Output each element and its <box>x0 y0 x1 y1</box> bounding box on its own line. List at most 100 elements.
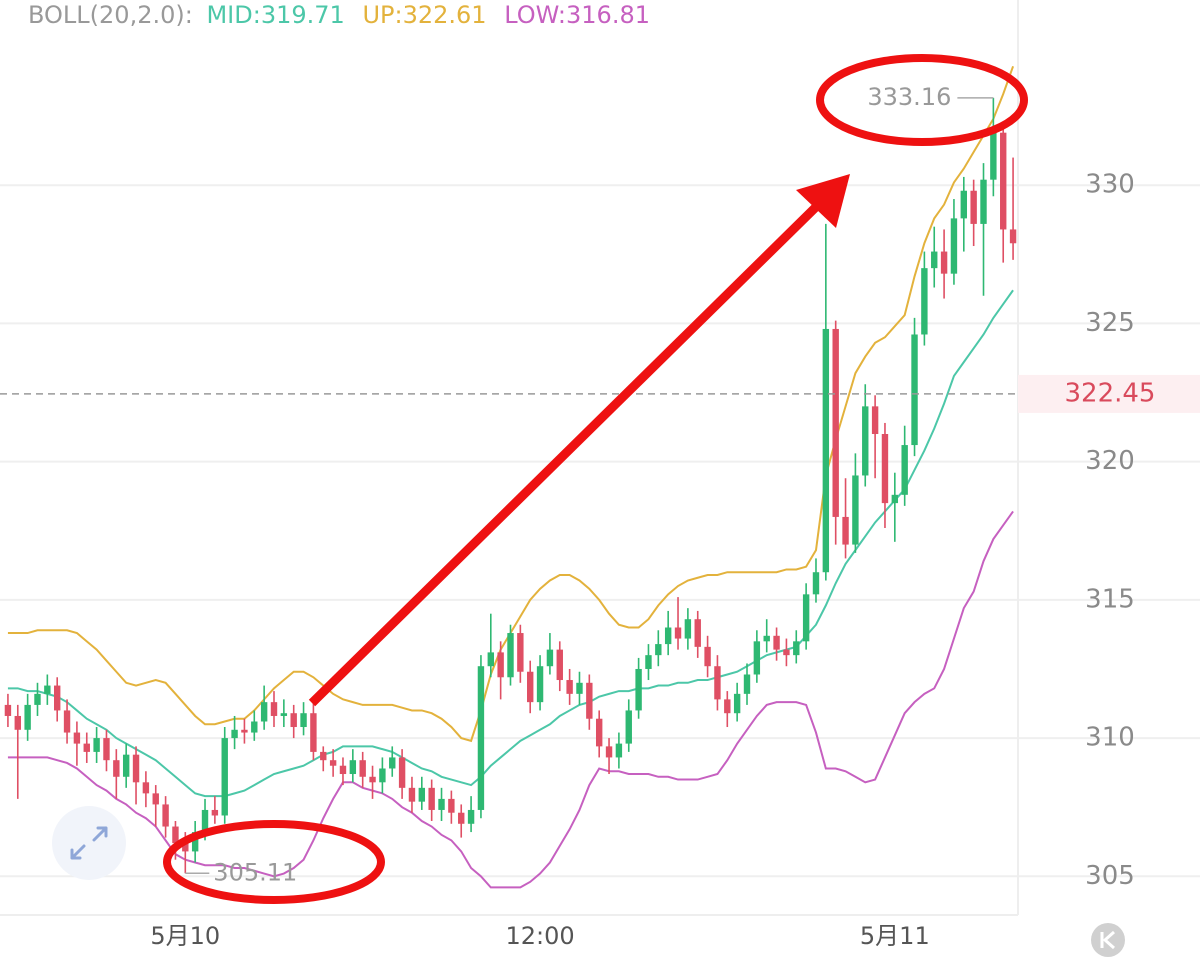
legend: BOLL(20,2.0): MID:319.71 UP:322.61 LOW:3… <box>28 1 650 29</box>
legend-entry: UP:322.61 <box>362 1 486 29</box>
candle-body <box>487 652 494 667</box>
candle-body <box>625 710 632 744</box>
candle-body <box>783 649 790 656</box>
candle-body <box>44 685 51 694</box>
legend-entry: LOW:316.81 <box>504 1 650 29</box>
candle-body <box>911 334 918 446</box>
highlight-ellipse <box>816 54 1028 146</box>
x-tick-label: 12:00 <box>505 922 574 950</box>
candle-body <box>497 652 504 678</box>
candle-body <box>448 798 455 813</box>
trend-arrow <box>308 199 824 707</box>
candle-body <box>280 713 288 716</box>
candle-body <box>655 644 662 656</box>
candle-body <box>733 693 741 714</box>
candle-body <box>438 798 445 810</box>
candle-body <box>901 445 908 495</box>
y-tick-label: 315 <box>1085 584 1135 614</box>
candle-body <box>24 704 31 730</box>
candle-body <box>1009 229 1017 244</box>
candle-body <box>73 732 81 744</box>
candle-body <box>4 704 12 716</box>
expand-button[interactable] <box>52 806 126 880</box>
candle-body <box>536 666 544 703</box>
arrow-head <box>796 174 850 228</box>
candle-body <box>812 572 820 595</box>
candle-body <box>507 633 514 678</box>
candle-body <box>753 641 761 675</box>
candle-body <box>310 713 317 752</box>
candle-body <box>793 641 800 656</box>
max-label: 333.16 <box>867 83 951 111</box>
candle-body <box>270 702 278 716</box>
y-tick-label: 325 <box>1085 308 1135 338</box>
candle-body <box>832 328 839 517</box>
candle-body <box>172 826 179 844</box>
candle-body <box>871 406 879 435</box>
candle-body <box>950 218 958 274</box>
candle-body <box>369 776 376 783</box>
candle-body <box>990 132 997 180</box>
kline-button[interactable] <box>1091 923 1125 957</box>
candle-body <box>477 666 485 810</box>
candle-body <box>645 655 652 669</box>
candle-body <box>329 760 337 766</box>
candle-body <box>576 682 583 694</box>
candle-body <box>940 251 948 274</box>
candle-body <box>891 494 899 504</box>
candle-body <box>93 738 100 752</box>
candle-body <box>566 680 573 694</box>
candle-body <box>822 328 830 573</box>
candle-body <box>980 179 987 224</box>
highlight-ellipse <box>163 820 385 904</box>
candle-body <box>389 757 396 769</box>
candle-body <box>458 812 465 824</box>
candle-body <box>162 804 169 827</box>
candle-body <box>398 757 406 788</box>
candle-body <box>527 671 534 703</box>
band-line <box>7 289 1014 798</box>
candle-body <box>881 434 889 504</box>
candle-body <box>743 674 751 694</box>
candle-body <box>408 787 416 802</box>
candle-body <box>556 649 563 681</box>
candle-body <box>201 809 209 833</box>
candle-body <box>142 782 150 794</box>
candle-body <box>260 702 268 722</box>
candle-body <box>290 713 297 728</box>
candle-body <box>113 760 120 777</box>
candle-body <box>517 633 524 672</box>
y-tick-label: 310 <box>1085 723 1135 753</box>
candle-body <box>852 475 859 545</box>
candle-body <box>349 760 357 775</box>
candle-body <box>14 715 21 730</box>
candle-body <box>684 619 692 639</box>
kline-icon <box>1100 930 1115 950</box>
candle-body <box>595 718 603 747</box>
candle-body <box>53 685 61 711</box>
candle-body <box>842 516 849 545</box>
candle-body <box>931 251 938 269</box>
candle-body <box>320 751 327 761</box>
x-tick-label: 5月11 <box>860 922 930 950</box>
candle-body <box>605 746 613 758</box>
candle-body <box>241 729 248 733</box>
candle-body <box>921 268 928 335</box>
candle-body <box>418 787 426 802</box>
candle-body <box>122 754 130 777</box>
candle-body <box>862 406 869 476</box>
candle-body <box>359 760 366 777</box>
last-price-box <box>1018 374 1200 413</box>
min-label: 305.11 <box>213 858 297 886</box>
y-tick-label: 330 <box>1085 170 1135 200</box>
candle-body <box>132 754 140 783</box>
candle-body <box>339 765 347 775</box>
candle-body <box>467 809 475 824</box>
candle-body <box>714 666 721 700</box>
candle-body <box>191 832 199 852</box>
candle-body <box>546 649 554 667</box>
candle-body <box>251 721 258 733</box>
candle-body <box>773 635 780 650</box>
candle-body <box>231 729 238 739</box>
